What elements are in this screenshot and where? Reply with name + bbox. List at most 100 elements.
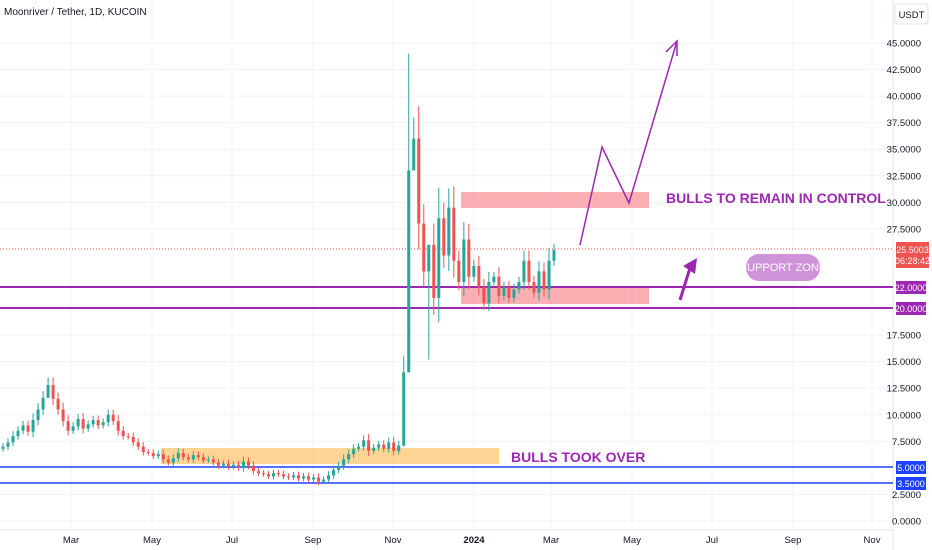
level-label-20: 20.0000 xyxy=(895,304,928,314)
price-axis-ticks: 0.0000 2.5000 7.5000 10.0000 12.5000 15.0000 1… xyxy=(887,39,921,528)
candle-body xyxy=(176,453,180,459)
price-tick-label: 7.5000 xyxy=(892,437,921,448)
candle-body xyxy=(362,440,366,447)
time-tick-label: Nov xyxy=(385,535,402,546)
support-zone-label-bg[interactable] xyxy=(746,254,820,281)
candle-body xyxy=(477,266,481,288)
candle-body xyxy=(537,271,541,293)
projection-path[interactable] xyxy=(579,40,678,246)
candle-body xyxy=(457,260,461,282)
candle-body xyxy=(322,479,326,482)
candle-body xyxy=(76,419,80,427)
candle-body xyxy=(206,459,210,461)
price-tick-label: 37.5000 xyxy=(887,118,921,129)
candle-body xyxy=(512,289,516,298)
current-price-label-bg xyxy=(896,242,929,268)
candle-body xyxy=(191,455,195,460)
candle-body xyxy=(141,446,145,452)
candle-body xyxy=(11,436,15,443)
candle-body xyxy=(302,476,306,479)
candle-body xyxy=(276,473,281,475)
resistance-zone[interactable] xyxy=(461,192,649,208)
candle-body xyxy=(1,446,5,449)
candle-body xyxy=(66,421,70,431)
price-tick-label: 10.0000 xyxy=(887,410,921,421)
candle-body xyxy=(241,461,245,468)
candle-body xyxy=(221,463,225,466)
chart-title: Moonriver / Tether, 1D, KUCOIN xyxy=(4,7,147,18)
time-tick-label: May xyxy=(143,535,161,546)
candle-body xyxy=(111,414,115,422)
candle-body xyxy=(251,465,255,472)
candle-body xyxy=(46,385,50,398)
time-tick-label: May xyxy=(623,535,641,546)
candle-body xyxy=(282,474,286,477)
currency-selector[interactable] xyxy=(894,3,929,25)
candle-body xyxy=(41,397,45,410)
candle-body xyxy=(71,426,75,431)
candle-body xyxy=(452,207,456,261)
support-arrow-head xyxy=(683,258,697,274)
candle-body xyxy=(357,446,361,449)
candle-body xyxy=(507,287,511,298)
candle-body xyxy=(422,223,426,272)
price-tick-label: 30.0000 xyxy=(887,198,921,209)
candle-body xyxy=(61,409,65,422)
candle-body xyxy=(126,436,130,438)
candle-body xyxy=(36,409,40,421)
candle-body xyxy=(372,447,376,451)
chart-grid xyxy=(0,0,893,530)
candle-body xyxy=(482,287,486,304)
current-price-countdown: 06:28:42 xyxy=(895,256,930,266)
candle-body xyxy=(161,454,165,460)
price-tick-label: 42.5000 xyxy=(887,65,921,76)
candle-body xyxy=(166,459,170,463)
candle-body xyxy=(382,444,386,449)
accumulation-zone[interactable] xyxy=(161,448,499,464)
candle-body xyxy=(86,424,90,429)
time-tick-label: Mar xyxy=(63,535,79,546)
candle-body xyxy=(502,287,506,296)
candle-body xyxy=(121,430,125,437)
time-tick-label: Sep xyxy=(785,535,802,546)
candle-body xyxy=(287,476,291,478)
time-tick-label: Mar xyxy=(543,535,559,546)
candle-series xyxy=(1,53,556,486)
level-label-bg-3-5 xyxy=(896,477,926,490)
candle-body xyxy=(201,457,205,461)
candle-body xyxy=(532,282,536,293)
level-label-22: 22.0000 xyxy=(895,283,928,293)
candle-body xyxy=(51,385,55,399)
candle-body xyxy=(31,420,35,432)
candle-body xyxy=(261,473,265,475)
candle-body xyxy=(256,471,260,474)
candle-body xyxy=(101,422,105,426)
candle-body xyxy=(487,282,491,304)
candle-body xyxy=(552,250,556,261)
level-label-bg-20 xyxy=(896,302,926,315)
candle-body xyxy=(116,421,120,431)
candle-body xyxy=(337,465,341,471)
candle-body xyxy=(56,398,60,410)
candle-body xyxy=(307,476,311,480)
candle-body xyxy=(171,458,175,463)
candle-body xyxy=(312,477,316,480)
price-tick-label: 0.0000 xyxy=(892,517,921,528)
candle-body xyxy=(211,459,215,463)
candle-body xyxy=(407,170,411,373)
price-tick-label: 12.5000 xyxy=(887,384,921,395)
candle-body xyxy=(547,260,551,290)
candle-body xyxy=(271,473,275,477)
support-arrow-shaft[interactable] xyxy=(678,267,692,301)
time-axis-ticks: Mar May Jul Sep Nov 2024 Mar May Jul Sep Nov xyxy=(63,535,881,546)
candle-body xyxy=(181,453,185,458)
candle-body xyxy=(517,282,521,290)
price-tick-label: 40.0000 xyxy=(887,92,921,103)
annotation-bulls-took-over[interactable]: BULLS TOOK OVER xyxy=(511,449,645,465)
annotation-bulls-control[interactable]: BULLS TO REMAIN IN CONTROL xyxy=(666,190,886,206)
candle-body xyxy=(392,442,396,451)
candle-body xyxy=(91,420,95,425)
time-tick-label: Jul xyxy=(226,535,238,546)
price-tick-label: 32.5000 xyxy=(887,171,921,182)
